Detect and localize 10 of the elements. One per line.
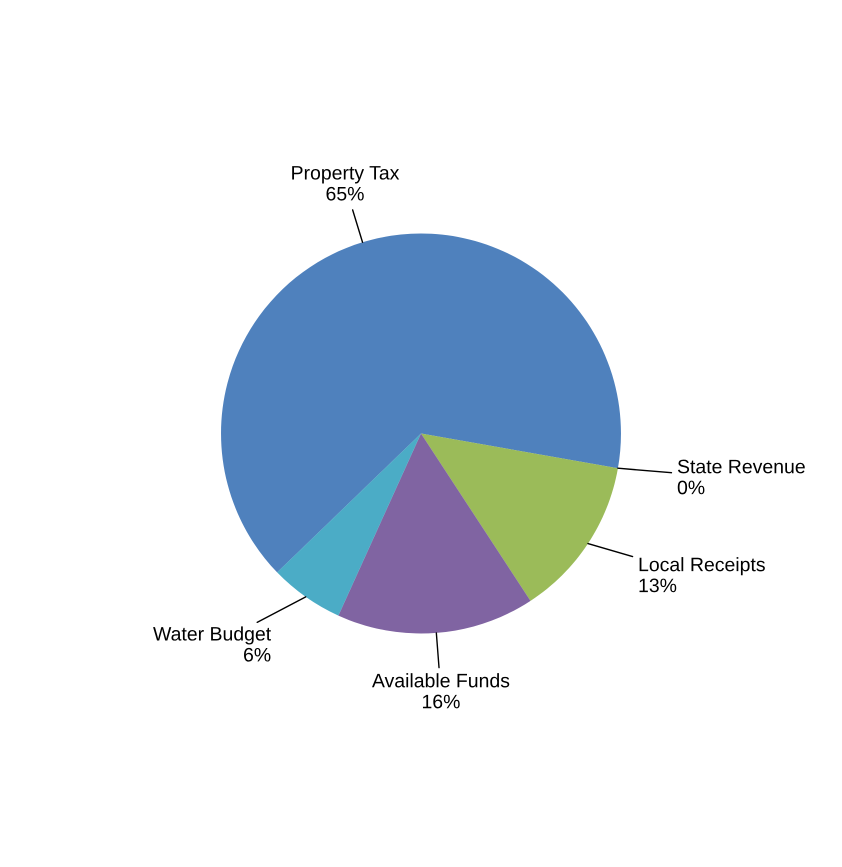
slice-label: Local Receipts: [640, 557, 765, 576]
data-label: 16%: [422, 694, 460, 708]
data-label: 13%: [640, 578, 676, 592]
data-label: 65%: [326, 186, 364, 201]
legend-label: State Revenue: [678, 460, 805, 474]
data-label: 6%: [244, 648, 270, 662]
text: 0%: [678, 480, 704, 494]
slice-label: Available Funds: [372, 673, 510, 688]
slice-label: Property Tax: [292, 166, 400, 184]
slice-label: Water Budget: [153, 626, 272, 645]
